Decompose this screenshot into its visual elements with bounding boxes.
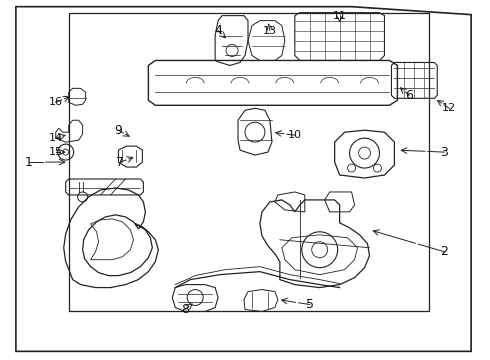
Text: 4: 4	[214, 24, 222, 37]
Text: 6: 6	[405, 89, 413, 102]
Text: 14: 14	[49, 133, 63, 143]
Text: 15: 15	[49, 147, 63, 157]
Text: 9: 9	[115, 124, 122, 137]
Text: 7: 7	[117, 156, 124, 168]
Text: 8: 8	[181, 303, 189, 316]
Text: 12: 12	[442, 103, 456, 113]
Text: 5: 5	[306, 298, 314, 311]
Text: 13: 13	[263, 26, 277, 36]
Text: 10: 10	[288, 130, 302, 140]
Text: 11: 11	[333, 11, 346, 21]
Text: 1: 1	[25, 156, 33, 168]
Text: 16: 16	[49, 97, 63, 107]
Text: 3: 3	[441, 145, 448, 159]
Text: 2: 2	[441, 245, 448, 258]
